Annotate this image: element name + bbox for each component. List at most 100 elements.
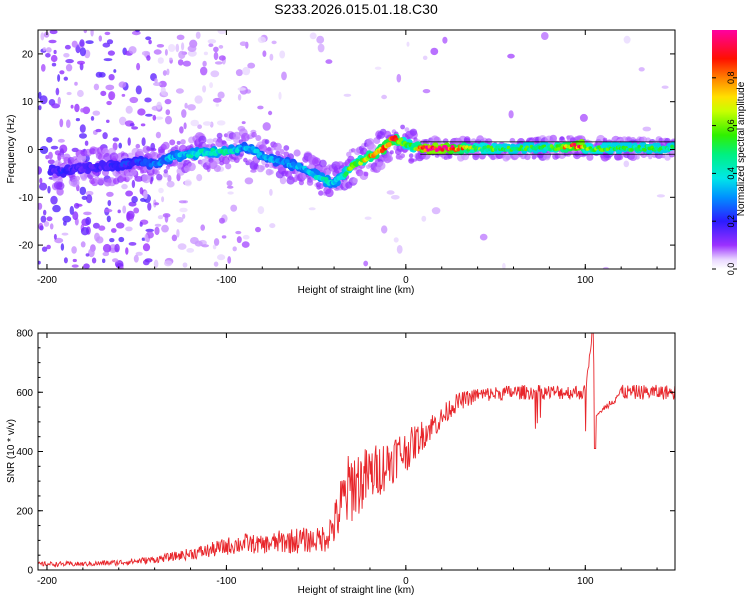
noise-blob: [79, 186, 87, 196]
noise-blob: [209, 82, 214, 89]
noise-blob: [117, 209, 121, 214]
ridge-core: [555, 144, 560, 148]
halo-blob: [255, 135, 262, 141]
noise-blob: [39, 225, 44, 231]
noise-blob: [156, 101, 162, 110]
noise-blob: [161, 196, 165, 203]
noise-blob: [279, 176, 287, 185]
noise-blob: [182, 213, 186, 219]
noise-blob: [317, 43, 325, 53]
y-tick-label: 200: [16, 506, 33, 517]
halo-blob: [258, 144, 268, 153]
noise-blob: [79, 39, 85, 47]
noise-blob: [38, 260, 41, 265]
noise-blob: [125, 105, 133, 114]
noise-blob: [94, 232, 100, 242]
noise-blob: [143, 190, 148, 200]
ridge-core: [480, 148, 485, 153]
ridge-core: [483, 145, 488, 149]
colorbar-tick-label: 0.8: [726, 72, 736, 85]
noise-blob: [41, 246, 48, 252]
noise-blob: [73, 202, 80, 209]
noise-blob: [62, 215, 72, 223]
noise-blob: [46, 136, 53, 143]
noise-blob: [421, 215, 427, 222]
halo-blob: [268, 169, 274, 175]
noise-blob: [57, 138, 65, 143]
halo-blob: [363, 171, 369, 177]
noise-blob: [47, 159, 55, 165]
noise-blob: [247, 62, 256, 69]
halo-blob: [251, 131, 257, 138]
noise-blob: [268, 110, 273, 116]
halo-blob: [221, 140, 227, 145]
noise-blob: [623, 160, 630, 168]
ridge-core: [643, 148, 647, 152]
noise-blob: [145, 36, 152, 41]
noise-blob: [114, 243, 120, 253]
noise-blob: [52, 204, 61, 213]
noise-blob: [131, 179, 136, 189]
y-tick-label: 20: [22, 49, 34, 60]
noise-blob: [661, 85, 669, 89]
noise-blob: [216, 120, 226, 126]
noise-blob: [213, 238, 220, 246]
noise-blob: [106, 39, 114, 45]
noise-blob: [131, 126, 139, 130]
noise-blob: [227, 191, 234, 195]
y-tick-label: 10: [22, 97, 34, 108]
noise-blob: [109, 238, 115, 243]
noise-blob: [139, 187, 144, 195]
noise-blob: [64, 44, 71, 50]
noise-blob: [422, 89, 431, 94]
ridge-core: [554, 147, 558, 152]
snr-ylabel: SNR (10 * v/v): [6, 419, 17, 483]
noise-blob: [217, 30, 227, 35]
noise-blob: [39, 182, 48, 191]
ridge-core: [637, 145, 641, 149]
noise-blob: [176, 34, 185, 40]
noise-blob: [59, 70, 65, 75]
noise-blob: [39, 146, 49, 154]
noise-blob: [84, 140, 89, 146]
noise-blob: [142, 259, 150, 266]
halo-blob: [404, 127, 410, 132]
noise-blob: [235, 230, 242, 235]
noise-blob: [108, 91, 116, 101]
y-tick-label: -10: [19, 193, 34, 204]
noise-blob: [187, 50, 197, 57]
ridge-core: [556, 147, 561, 151]
noise-blob: [98, 35, 103, 42]
noise-blob: [656, 194, 666, 198]
noise-blob: [46, 244, 51, 250]
halo-blob: [216, 132, 223, 139]
colorbar-gradient: [712, 30, 737, 269]
snr-frame: [37, 332, 676, 571]
halo-blob: [264, 163, 270, 168]
noise-blob: [202, 121, 212, 126]
x-tick-label: -100: [216, 275, 236, 286]
noise-blob: [65, 59, 74, 64]
halo-blob: [408, 157, 415, 164]
halo-blob: [213, 164, 221, 173]
noise-blob: [181, 109, 187, 118]
noise-blob: [125, 190, 133, 197]
ridge-core: [635, 148, 640, 152]
halo-blob: [241, 132, 250, 142]
noise-blob: [103, 58, 113, 62]
noise-blob: [158, 80, 167, 88]
ridge-core: [528, 147, 532, 152]
noise-blob: [47, 185, 51, 194]
noise-blob: [104, 31, 111, 36]
noise-blob: [269, 188, 273, 196]
noise-blob: [139, 222, 143, 227]
figure-title: S233.2026.015.01.18.C30: [274, 1, 438, 17]
noise-blob: [221, 235, 227, 239]
noise-blob: [161, 224, 169, 233]
noise-blob: [128, 46, 137, 54]
noise-blob: [85, 40, 94, 44]
noise-blob: [83, 30, 87, 34]
halo-blob: [447, 153, 453, 159]
x-tick-label: 0: [403, 576, 409, 587]
noise-blob: [257, 206, 265, 215]
